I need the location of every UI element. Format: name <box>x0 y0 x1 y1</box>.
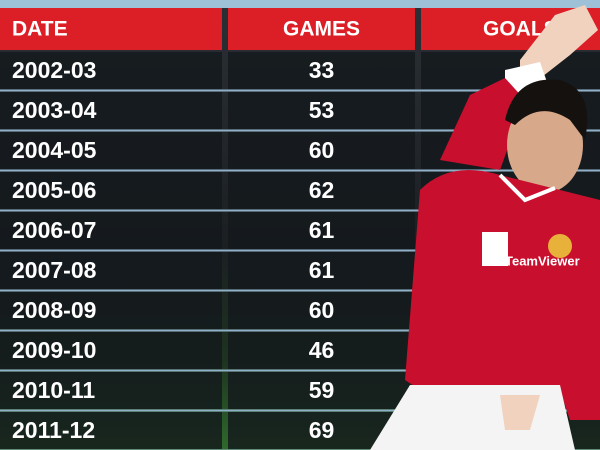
row-cell <box>228 52 415 89</box>
header-cell <box>228 8 415 50</box>
season-cell: 2006-07 <box>12 217 96 243</box>
row-cell <box>228 332 415 369</box>
header-cell <box>0 8 222 50</box>
player-photo: TeamViewer <box>370 5 600 450</box>
games-cell: 60 <box>309 297 335 323</box>
sky-strip <box>0 0 600 8</box>
row-cell <box>0 252 222 289</box>
season-cell: 2005-06 <box>12 177 96 203</box>
games-cell: 46 <box>309 337 335 363</box>
column-header: DATE <box>12 18 68 41</box>
column-header: GAMES <box>283 18 360 41</box>
row-cell <box>0 52 222 89</box>
games-cell: 69 <box>309 417 335 443</box>
games-cell: 59 <box>309 377 335 403</box>
row-cell <box>0 212 222 249</box>
row-cell <box>0 172 222 209</box>
row-cell <box>228 292 415 329</box>
games-cell: 33 <box>309 57 335 83</box>
season-cell: 2010-11 <box>12 377 95 403</box>
row-cell <box>0 92 222 129</box>
season-cell: 2009-10 <box>12 337 96 363</box>
svg-text:TeamViewer: TeamViewer <box>505 253 580 268</box>
season-cell: 2002-03 <box>12 57 96 83</box>
row-cell <box>228 172 415 209</box>
season-cell: 2003-04 <box>12 97 97 123</box>
season-cell: 2008-09 <box>12 297 96 323</box>
row-cell <box>0 292 222 329</box>
row-cell <box>228 212 415 249</box>
column-header: GOALS <box>483 18 558 41</box>
games-cell: 61 <box>309 217 335 243</box>
row-cell <box>228 252 415 289</box>
season-cell: 2004-05 <box>12 137 97 163</box>
season-cell: 2007-08 <box>12 257 97 283</box>
games-cell: 61 <box>309 257 335 283</box>
row-cell <box>228 372 415 409</box>
season-cell: 2011-12 <box>12 417 95 443</box>
row-cell <box>228 92 415 129</box>
games-cell: 62 <box>309 177 335 203</box>
row-cell <box>0 412 222 449</box>
row-cell <box>0 332 222 369</box>
row-cell <box>0 132 222 169</box>
games-cell: 60 <box>309 137 335 163</box>
games-cell: 53 <box>309 97 335 123</box>
row-cell <box>0 372 222 409</box>
row-cell <box>228 132 415 169</box>
